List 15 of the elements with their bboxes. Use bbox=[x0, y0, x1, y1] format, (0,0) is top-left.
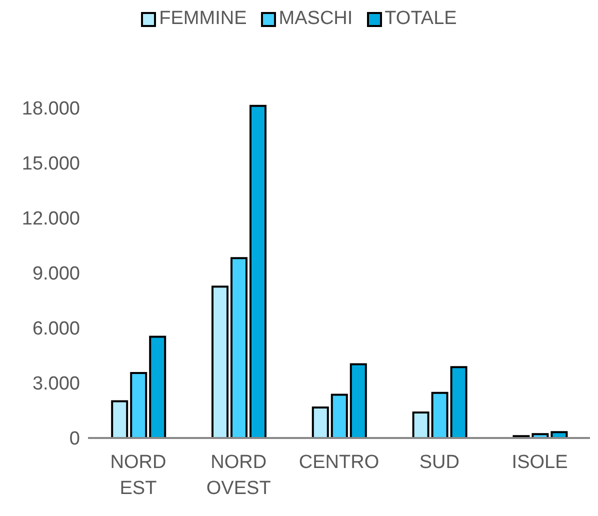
y-tick-label: 6.000 bbox=[32, 318, 80, 340]
y-tick-label: 3.000 bbox=[32, 374, 80, 395]
y-tick-label: 0 bbox=[69, 428, 80, 450]
x-tick-label: ISOLE bbox=[512, 452, 568, 473]
y-tick-label: 12.000 bbox=[22, 208, 80, 230]
x-tick-label: NORD OVEST bbox=[206, 452, 272, 499]
x-tick-label: NORD EST bbox=[110, 452, 166, 499]
legend-label: MASCHI bbox=[278, 8, 353, 30]
x-tick-label: CENTRO bbox=[298, 452, 380, 473]
y-tick-label: 9.000 bbox=[32, 264, 80, 285]
y-tick-label: 18.000 bbox=[22, 98, 80, 120]
legend-label: TOTALE bbox=[384, 8, 457, 30]
x-tick-label: SUD bbox=[419, 452, 460, 473]
y-tick-label: 15.000 bbox=[22, 153, 80, 174]
legend-label: FEMMINE bbox=[158, 8, 247, 30]
